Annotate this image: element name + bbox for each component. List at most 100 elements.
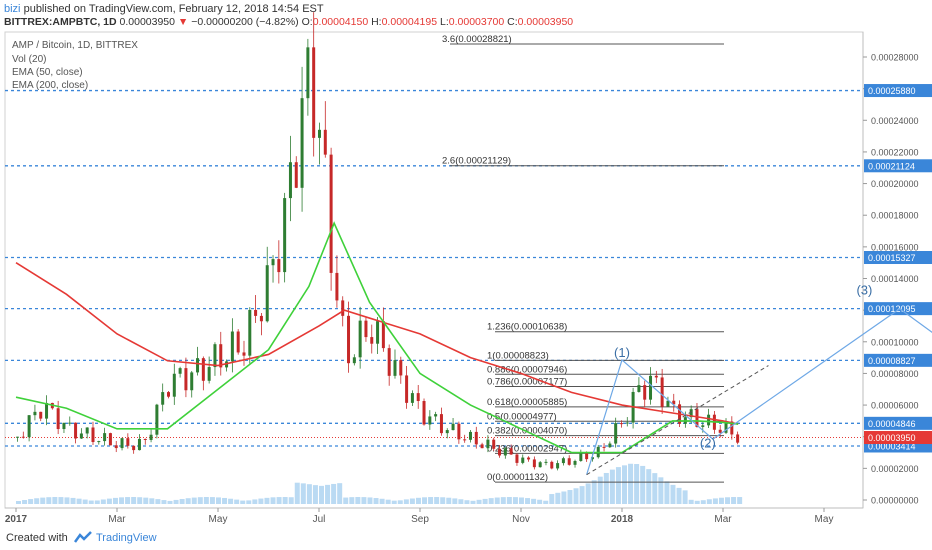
- volume-bar: [288, 497, 294, 504]
- candle-body: [428, 416, 432, 425]
- candle-body: [103, 433, 107, 442]
- volume-bar: [222, 497, 228, 504]
- volume-bar: [603, 472, 609, 504]
- trend-dashed-line[interactable]: [586, 365, 769, 476]
- candle-body: [294, 162, 298, 188]
- volume-bar: [658, 477, 664, 504]
- volume-bar: [161, 500, 167, 504]
- volume-bar: [464, 500, 470, 504]
- volume-bar: [482, 498, 488, 504]
- volume-bar: [512, 497, 518, 504]
- volume-bar: [434, 497, 440, 504]
- volume-bar: [731, 497, 737, 504]
- candle-body: [608, 443, 612, 448]
- candle-body: [527, 457, 531, 460]
- candle-body: [434, 414, 438, 417]
- y-tick-label: 0.00028000: [871, 53, 919, 63]
- wave-label: (3): [856, 282, 872, 297]
- volume-bar: [337, 483, 343, 504]
- volume-bar: [706, 499, 712, 504]
- chart-header: bizi published on TradingView.com, Febru…: [0, 0, 932, 30]
- candle-body: [97, 441, 101, 443]
- legend-ema200: EMA (200, close): [12, 80, 88, 91]
- candle-body: [718, 429, 722, 433]
- volume-bar: [300, 483, 306, 504]
- fib-level-label: 0.236(0.00002947): [487, 443, 567, 454]
- volume-bar: [16, 501, 21, 504]
- volume-bar: [234, 499, 240, 504]
- candle-body: [416, 393, 420, 402]
- level-badge: [864, 302, 932, 316]
- candle-body: [277, 259, 281, 273]
- low-value: 0.00003700: [448, 16, 505, 28]
- candle-body: [486, 439, 490, 449]
- volume-bar: [258, 498, 264, 504]
- fib-level-label: 0(0.00001132): [487, 472, 548, 483]
- candle-body: [45, 402, 49, 419]
- volume-bar: [391, 500, 397, 504]
- candle-body: [410, 393, 414, 403]
- volume-bar: [622, 465, 627, 504]
- volume-bar: [100, 499, 106, 504]
- symbol-label: BITTREX:AMPBTC, 1D: [4, 16, 117, 28]
- volume-bar: [276, 497, 282, 504]
- fib-level-label: 0.618(0.00005885): [487, 397, 567, 408]
- candle-body: [503, 448, 507, 456]
- high-label: H:: [371, 16, 382, 28]
- fib-level-label: 0.886(0.00007946): [487, 364, 567, 375]
- volume-bar: [725, 497, 731, 504]
- candle-body: [689, 409, 693, 418]
- fib-level-label: 2.6(0.00021129): [442, 156, 511, 167]
- current-price-badge: [864, 431, 932, 445]
- x-tick-label: May: [815, 514, 834, 525]
- volume-bar: [52, 497, 58, 504]
- volume-bar: [500, 497, 506, 504]
- volume-bar: [294, 482, 300, 504]
- candle-body: [120, 438, 124, 449]
- volume-bar: [215, 497, 221, 504]
- volume-bar: [367, 497, 373, 504]
- x-tick-label: Jul: [313, 514, 326, 525]
- candle-body: [573, 460, 577, 465]
- plot-frame: [4, 31, 864, 509]
- candle-body: [364, 320, 368, 338]
- volume-bar: [531, 498, 537, 504]
- volume-bar: [137, 497, 143, 504]
- volume-bar: [88, 500, 94, 504]
- candle-body: [341, 300, 345, 316]
- candle-body: [300, 98, 304, 188]
- volume-bar: [28, 499, 34, 504]
- volume-bar: [652, 473, 658, 504]
- candle-body: [312, 47, 316, 138]
- volume-bar: [203, 497, 209, 504]
- level-badge-label: 0.00003414: [868, 441, 916, 451]
- close-value: 0.00003950: [517, 16, 574, 28]
- volume-bar: [446, 497, 452, 504]
- candle-body: [91, 427, 95, 443]
- volume-bar: [149, 498, 155, 504]
- volume-bars: [16, 463, 743, 504]
- volume-bar: [476, 499, 482, 504]
- volume-bar: [349, 497, 355, 504]
- volume-bar: [688, 499, 694, 504]
- volume-bar: [494, 497, 500, 504]
- candle-body: [463, 439, 467, 441]
- candle-body: [515, 454, 519, 463]
- author-link[interactable]: bizi: [4, 3, 21, 15]
- volume-bar: [670, 484, 676, 504]
- candle-body: [654, 375, 658, 378]
- ohlc-line: BITTREX:AMPBTC, 1D 0.00003950 ▼ −0.00000…: [4, 16, 573, 28]
- volume-bar: [82, 499, 88, 504]
- candle-body: [521, 457, 525, 463]
- volume-bar: [452, 498, 458, 504]
- volume-bar: [646, 469, 652, 504]
- candle-body: [637, 385, 641, 392]
- tradingview-brand-link[interactable]: TradingView: [96, 532, 157, 544]
- elliott-wave-path[interactable]: [586, 166, 932, 475]
- legend-ema50: EMA (50, close): [12, 67, 83, 78]
- y-tick-label: 0.00010000: [871, 337, 919, 347]
- volume-bar: [306, 484, 312, 504]
- volume-bar: [373, 498, 379, 504]
- candle-body: [196, 358, 200, 373]
